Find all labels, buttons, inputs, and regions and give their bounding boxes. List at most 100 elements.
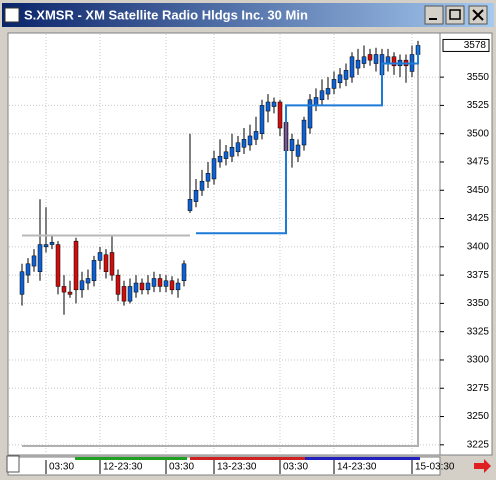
candle-body: [301, 119, 307, 146]
y-tick-label: 3250: [467, 411, 490, 422]
candle-body: [217, 156, 223, 163]
candle-body: [145, 282, 151, 291]
candle-body: [391, 56, 397, 67]
candle-body: [367, 54, 373, 61]
candle-body: [229, 147, 235, 157]
y-tick-label: 3375: [467, 270, 490, 281]
minimize-button[interactable]: [424, 5, 444, 25]
candle-body: [223, 151, 229, 159]
price-axis: [439, 32, 493, 456]
candle-body: [133, 282, 139, 293]
candle-body: [199, 180, 205, 191]
candle-body: [67, 291, 73, 295]
candle-body: [121, 286, 127, 302]
candle-body: [271, 101, 277, 107]
x-tick-label: 03:30: [49, 462, 74, 473]
candle-body: [31, 255, 37, 267]
y-tick-label: 3550: [467, 72, 490, 83]
y-tick-label: 3300: [467, 355, 490, 366]
indicator-line: [196, 45, 419, 235]
x-tick-label: 13-23:30: [217, 462, 257, 473]
candle-body: [139, 282, 145, 291]
y-tick-label: 3450: [467, 185, 490, 196]
candle-body: [313, 97, 319, 106]
session-bar: [75, 457, 187, 460]
candle-body: [175, 282, 181, 291]
candle-body: [373, 54, 379, 64]
candle-body: [151, 278, 157, 287]
y-tick-label: 3400: [467, 241, 490, 252]
candle-body: [73, 240, 79, 291]
candle-body: [55, 244, 61, 287]
candle-body: [361, 56, 367, 64]
candle-body: [247, 135, 253, 146]
window-title: S.XMSR - XM Satellite Radio Hldgs Inc. 3…: [24, 7, 308, 22]
candle-body: [241, 139, 247, 148]
y-tick-label: 3225: [467, 439, 490, 450]
candle-body: [169, 280, 175, 291]
candle-body: [79, 280, 85, 291]
last-price-label: 3578: [464, 40, 487, 51]
indicator-line: [22, 45, 419, 447]
candle-body: [127, 286, 133, 302]
y-tick-label: 3500: [467, 128, 490, 139]
candle-body: [325, 88, 331, 95]
candle-body: [181, 263, 187, 282]
candle-body: [265, 101, 271, 112]
candle-body: [25, 263, 31, 276]
candle-body: [235, 142, 241, 153]
x-tick-label: 15-03:30: [415, 462, 455, 473]
candle-body: [205, 173, 211, 182]
candle-body: [385, 56, 391, 64]
candle-body: [109, 252, 115, 276]
candle-body: [355, 59, 361, 69]
title-bar: [2, 3, 494, 27]
candle-body: [85, 278, 91, 284]
y-tick-label: 3525: [467, 100, 490, 111]
candle-body: [97, 252, 103, 261]
candle-body: [337, 74, 343, 84]
y-tick-label: 3325: [467, 326, 490, 337]
x-tick-label: 03:30: [169, 462, 194, 473]
candle-body: [43, 244, 49, 248]
candle-body: [295, 144, 301, 157]
candle-body: [289, 139, 295, 151]
candle-body: [277, 101, 283, 129]
candle-body: [211, 158, 217, 180]
candle-body: [349, 56, 355, 78]
scroll-arrow[interactable]: [474, 459, 491, 473]
x-tick-label: 03:30: [283, 462, 308, 473]
candle-body: [61, 286, 67, 293]
candle-body: [331, 79, 337, 89]
y-tick-label: 3275: [467, 383, 490, 394]
candle-body: [193, 190, 199, 202]
candle-body: [37, 244, 43, 272]
session-bar: [190, 457, 305, 460]
candle-body: [91, 260, 97, 282]
y-tick-label: 3425: [467, 213, 490, 224]
session-bar: [305, 457, 420, 460]
close-button[interactable]: [468, 5, 488, 25]
candle-body: [343, 70, 349, 80]
candle-body: [187, 199, 193, 211]
candle-body: [115, 274, 121, 295]
candle-body: [319, 90, 325, 101]
x-tick-label: 12-23:30: [103, 462, 143, 473]
scroll-box[interactable]: [6, 455, 20, 473]
last-price-box: [442, 38, 490, 52]
candle-body: [259, 105, 265, 134]
x-tick-label: 14-23:30: [337, 462, 377, 473]
maximize-button[interactable]: [445, 5, 465, 25]
candle-body: [157, 278, 163, 287]
candle-body: [307, 99, 313, 129]
candle-body: [253, 131, 259, 140]
candle-body: [19, 271, 25, 295]
window-icon: [4, 7, 20, 23]
candle-body: [49, 242, 55, 245]
candle-body: [163, 280, 169, 287]
y-tick-label: 3475: [467, 157, 490, 168]
candle-body: [103, 254, 109, 272]
y-tick-label: 3350: [467, 298, 490, 309]
